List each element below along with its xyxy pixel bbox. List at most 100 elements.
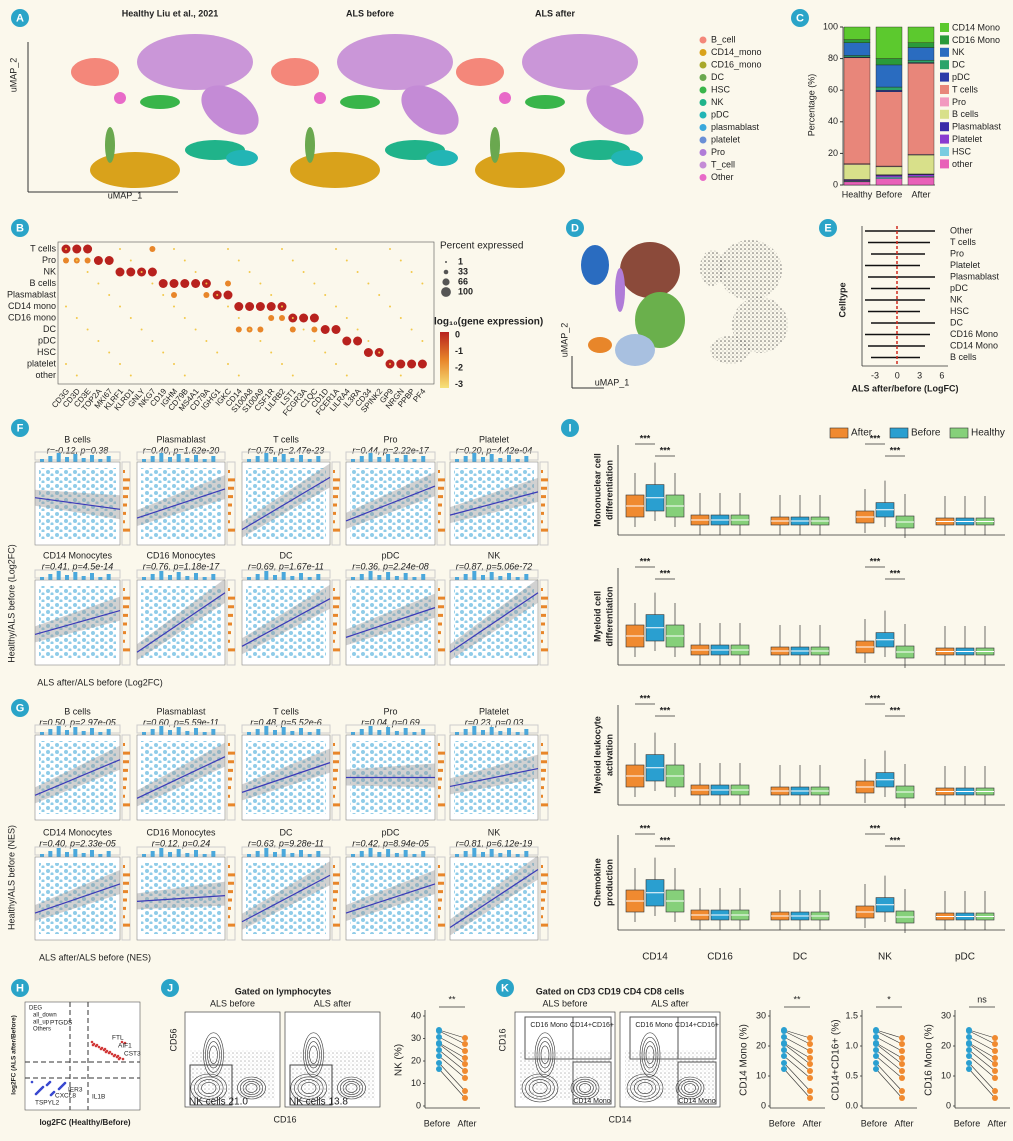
y-tick-label: 30: [941, 1010, 951, 1020]
panel-letter: C: [796, 12, 804, 24]
hist-bar: [202, 854, 207, 857]
hist-bar: [386, 849, 391, 857]
legend-title: log₁₀(gene expression): [434, 317, 543, 328]
hist-bar: [228, 760, 234, 764]
pair-line: [875, 1043, 903, 1065]
pair-line: [875, 1068, 903, 1099]
legend-label: DC: [711, 72, 724, 82]
expression-dot: [299, 313, 309, 323]
hist-bar: [106, 729, 111, 735]
hist-bar: [333, 906, 336, 910]
subplot-title: CD16 Monocytes: [146, 550, 216, 560]
hist-bar: [455, 732, 459, 735]
gene-label: FTL: [112, 1035, 124, 1042]
hist-bar: [228, 486, 234, 490]
expression-dot: [302, 271, 305, 273]
hist-bar: [123, 622, 127, 626]
hist-bar: [368, 571, 373, 580]
hist-bar: [333, 648, 340, 652]
umap-cluster: [140, 95, 180, 109]
hist-bar: [498, 576, 503, 580]
hist-bar: [368, 726, 373, 735]
axis-label: ALS after/before (LogFC): [852, 383, 959, 393]
hist-bar: [176, 572, 181, 580]
hist-bar: [123, 596, 130, 600]
hist-bar: [351, 854, 355, 857]
color-tick: 0: [455, 329, 460, 339]
size-key: [443, 269, 449, 275]
hist-bar: [264, 453, 269, 462]
hist-bar: [90, 573, 94, 580]
marginal-hist: [136, 569, 226, 579]
confidence-band: [450, 477, 538, 524]
network-cloud: [700, 250, 724, 286]
marginal-hist: [121, 734, 131, 821]
legend-label: CD16 Mono: [952, 35, 1000, 45]
axis-label: NK (%): [394, 1044, 405, 1076]
umap-cluster: [499, 92, 511, 104]
hist-bar: [228, 520, 230, 524]
hist-bar: [351, 459, 355, 462]
panel-letter: A: [16, 12, 24, 24]
expression-dot: [216, 351, 219, 354]
axis-label: uMAP_2: [8, 58, 18, 93]
panel-badge: [566, 219, 584, 237]
legend-label: HSC: [952, 146, 972, 156]
hist-bar: [541, 898, 545, 902]
hist-bar: [541, 803, 548, 807]
hist-bar: [524, 456, 529, 462]
marginal-hist: [331, 734, 341, 821]
legend-swatch: [889, 427, 909, 439]
hist-bar: [255, 456, 260, 462]
marginal-hist: [331, 579, 341, 666]
pair-dot: [781, 1066, 787, 1072]
confidence-band: [137, 742, 225, 807]
hist-bar: [123, 803, 130, 807]
hist-bar: [81, 576, 86, 580]
plot-title: ALS after: [651, 998, 689, 1008]
hist-bar: [515, 732, 520, 735]
panel-letter: H: [16, 982, 24, 994]
hist-bar: [228, 803, 235, 807]
hist-bar: [463, 851, 468, 857]
panel-letter: E: [824, 222, 831, 234]
x-tick-label: CD14: [642, 952, 668, 963]
subplot-title: NK: [488, 827, 501, 837]
expression-dot: [223, 290, 233, 300]
hist-bar: [159, 571, 164, 580]
bar-segment: [843, 39, 871, 43]
pair-dot: [781, 1041, 787, 1047]
significance: ns: [977, 994, 987, 1004]
hist-bar: [438, 622, 442, 626]
hist-bar: [377, 730, 382, 735]
hist-bar: [359, 456, 364, 462]
hist-bar: [333, 486, 339, 490]
hist-bar: [412, 732, 417, 735]
expression-dot: [410, 328, 413, 331]
hist-bar: [333, 503, 337, 507]
hist-bar: [264, 848, 269, 857]
expression-dot: [389, 363, 391, 365]
hist-bar: [541, 768, 546, 772]
axis-label: CD16: [497, 1028, 507, 1051]
x-tick-label: After: [802, 1118, 821, 1128]
x-tick-label: CD16: [707, 952, 733, 963]
legend-swatch: [940, 47, 949, 57]
hist-bar: [438, 648, 445, 652]
hist-bar: [228, 511, 231, 515]
umap-cluster: [401, 85, 459, 135]
gene-dot: [117, 1057, 121, 1061]
gate-label: NK cells 21.0: [189, 1097, 248, 1108]
gene-dot: [115, 1055, 119, 1059]
pair-dot: [781, 1028, 787, 1034]
panel-letter: I: [568, 422, 571, 434]
umap-cluster: [290, 152, 380, 188]
bar-segment: [843, 164, 871, 180]
expression-dot: [311, 326, 318, 333]
hist-bar: [247, 732, 251, 735]
hist-bar: [472, 571, 477, 580]
subplot-title: pDC: [381, 550, 400, 560]
row-label: NK: [43, 266, 56, 276]
pair-dot: [899, 1035, 905, 1041]
hist-bar: [333, 777, 337, 781]
